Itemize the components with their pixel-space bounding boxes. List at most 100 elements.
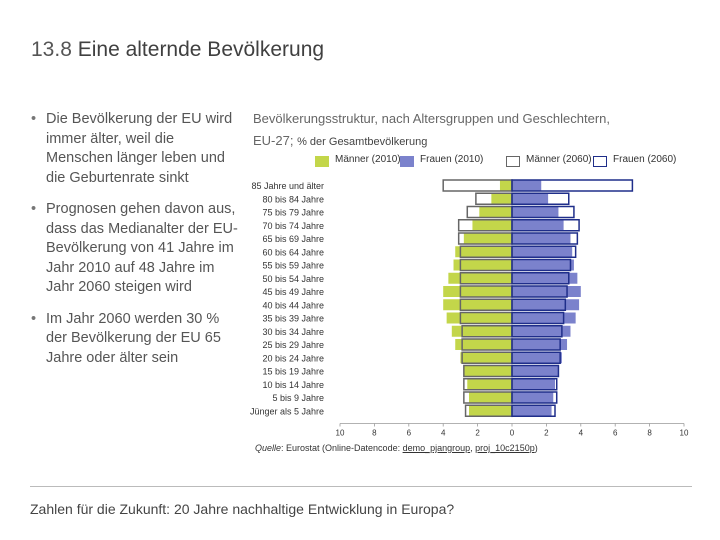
bar-frauen-2010 (512, 352, 562, 364)
chart-title: Bevölkerungsstruktur, nach Altersgruppen… (253, 108, 673, 153)
bar-frauen-2010 (512, 272, 578, 284)
footer-text: Zahlen für die Zukunft: 20 Jahre nachhal… (30, 501, 455, 517)
legend-label: Männer (2010) (335, 154, 401, 165)
age-label: 65 bis 69 Jahre (262, 234, 324, 244)
age-label: 5 bis 9 Jahre (272, 393, 324, 403)
bar-frauen-2060 (511, 258, 572, 272)
divider (30, 486, 692, 487)
x-tick-label: 2 (475, 429, 480, 438)
bar-frauen-2060 (511, 272, 570, 285)
bar-frauen-2060 (511, 285, 568, 298)
bar-frauen-2010 (512, 180, 542, 191)
age-label: 25 bis 29 Jahre (262, 340, 324, 350)
bar-maenner-2010 (448, 272, 512, 284)
section-number: 13.8 (31, 38, 72, 61)
legend-label: Frauen (2060) (613, 154, 677, 165)
age-label: 75 bis 79 Jahre (262, 208, 324, 218)
bar-frauen-2010 (512, 233, 571, 244)
legend-label: Männer (2060) (526, 154, 592, 165)
bar-frauen-2060 (511, 311, 565, 325)
age-label: 10 bis 14 Jahre (262, 380, 324, 390)
legend-swatch (315, 156, 329, 167)
age-label: 80 bis 84 Jahre (262, 194, 324, 204)
x-tick-label: 10 (680, 429, 689, 438)
age-label: 70 bis 74 Jahre (262, 221, 324, 231)
bar-frauen-2010 (512, 365, 559, 377)
legend-swatch (400, 156, 414, 167)
bar-frauen-2060 (511, 404, 556, 417)
source-label: Quelle (255, 443, 282, 453)
chart-subtitle: % der Gesamtbevölkerung (297, 136, 428, 148)
age-label: 60 bis 64 Jahre (262, 247, 324, 257)
bar-frauen-2010 (512, 392, 554, 403)
bar-frauen-2060 (511, 378, 558, 391)
chart-title-line1: Bevölkerungsstruktur, nach Altersgruppen… (253, 111, 610, 126)
legend-label: Frauen (2010) (420, 154, 484, 165)
bar-maenner-2010 (443, 286, 512, 297)
bar-frauen-2010 (512, 378, 555, 390)
bar-frauen-2060 (511, 351, 561, 364)
x-tick-label: 10 (336, 429, 345, 438)
bullet-item: Die Bevölkerung der EU wird immer älter,… (30, 110, 240, 188)
bar-frauen-2010 (512, 286, 581, 297)
bar-frauen-2060 (511, 205, 575, 219)
bar-frauen-2010 (512, 206, 559, 218)
bar-frauen-2010 (512, 193, 549, 205)
age-label: 55 bis 59 Jahre (262, 261, 324, 271)
bar-maenner-2010 (491, 193, 512, 205)
bar-frauen-2060 (511, 338, 561, 351)
source-link-proj[interactable]: proj_10c2150p (475, 443, 535, 453)
bar-maenner-2010 (472, 219, 512, 231)
age-label: 35 bis 39 Jahre (262, 314, 324, 324)
bullet-item: Prognosen gehen davon aus, dass das Medi… (30, 200, 240, 298)
bar-frauen-2010 (512, 246, 573, 258)
age-label: 85 Jahre und älter (251, 181, 324, 191)
bar-maenner-2010 (463, 365, 512, 377)
page-title: 13.8 Eine alternde Bevölkerung (31, 38, 324, 62)
bar-maenner-2010 (455, 339, 512, 350)
bar-frauen-2010 (512, 259, 574, 271)
age-label: 45 bis 49 Jahre (262, 287, 324, 297)
bar-frauen-2060 (511, 179, 634, 192)
bar-maenner-2010 (479, 206, 512, 218)
age-label: 15 bis 19 Jahre (262, 367, 324, 377)
bar-maenner-2010 (443, 299, 512, 311)
source-end: ) (534, 443, 538, 453)
bar-maenner-2010 (455, 246, 512, 258)
bar-frauen-2010 (512, 299, 580, 311)
bar-frauen-2060 (511, 364, 560, 378)
chart-title-line2: EU-27; (253, 133, 294, 148)
bar-frauen-2060 (511, 219, 580, 232)
legend-swatch (506, 156, 520, 167)
bar-frauen-2060 (511, 245, 577, 258)
age-label: 40 bis 44 Jahre (262, 300, 324, 310)
bullet-list: Die Bevölkerung der EU wird immer älter,… (30, 110, 240, 380)
source-link-demo[interactable]: demo_pjangroup (402, 443, 471, 453)
source-sep: , (470, 443, 476, 453)
x-tick-label: 4 (441, 429, 446, 438)
bar-maenner-2010 (446, 312, 512, 324)
age-label: Jünger als 5 Jahre (250, 406, 324, 416)
bar-maenner-2010 (469, 405, 512, 417)
bar-maenner-2010 (467, 378, 512, 390)
source-text: : Eurostat (Online-Datencode: (281, 443, 403, 453)
age-label: 30 bis 34 Jahre (262, 327, 324, 337)
bar-frauen-2060 (511, 298, 567, 311)
bar-maenner-2010 (469, 392, 512, 403)
bar-frauen-2060 (511, 192, 570, 205)
x-tick-label: 2 (544, 429, 549, 438)
age-label: 50 bis 54 Jahre (262, 274, 324, 284)
bar-maenner-2010 (453, 259, 512, 271)
x-tick-label: 0 (510, 429, 515, 438)
bar-frauen-2010 (512, 312, 576, 324)
bullet-item: Im Jahr 2060 werden 30 % der Bevölkerung… (30, 310, 240, 369)
age-label: 20 bis 24 Jahre (262, 353, 324, 363)
bar-frauen-2060 (511, 325, 563, 338)
x-tick-label: 8 (372, 429, 377, 438)
x-tick-label: 8 (647, 429, 652, 438)
bar-maenner-2010 (451, 325, 512, 337)
x-tick-label: 4 (579, 429, 584, 438)
x-tick-label: 6 (407, 429, 412, 438)
bar-maenner-2010 (460, 352, 512, 364)
